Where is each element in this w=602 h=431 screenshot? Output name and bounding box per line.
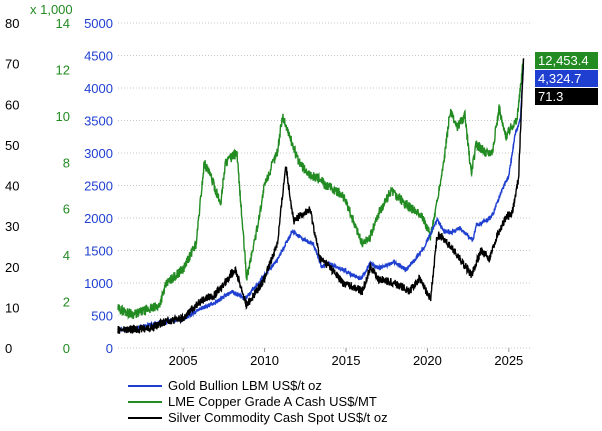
legend-swatch-copper [128, 401, 162, 403]
gold-tick-label-2000: 2000 [84, 211, 113, 226]
gold-tick-label-2500: 2500 [84, 179, 113, 194]
silver-tick-label-10: 10 [5, 300, 19, 315]
gold-tick-label-0: 0 [106, 341, 113, 356]
x-tick-label-2015: 2015 [332, 353, 361, 368]
last-value-box-gold [535, 70, 598, 87]
last-value-text-copper: 12,453.4 [538, 53, 589, 68]
x-tick-label-2005: 2005 [169, 353, 198, 368]
chart-area: 2005 2010 2015 2020 202501020304050607080024… [5, 2, 598, 368]
gridlines [118, 22, 530, 352]
copper-tick-label-0: 0 [63, 341, 70, 356]
silver-tick-label-60: 60 [5, 97, 19, 112]
last-value-box-copper [535, 52, 598, 69]
tick-labels: 2005 2010 2015 2020 202501020304050607080024… [5, 16, 523, 368]
last-value-labels: 12,453.4 4,324.7 71.3 [535, 52, 598, 105]
legend-label-copper: LME Copper Grade A Cash US$/MT [168, 394, 377, 409]
last-value-box-silver [535, 88, 598, 105]
last-value-label-gold: 4,324.7 [535, 70, 598, 87]
last-value-label-silver: 71.3 [535, 88, 598, 105]
silver-tick-label-70: 70 [5, 57, 19, 72]
gold-tick-label-1000: 1000 [84, 276, 113, 291]
gold-tick-label-3500: 3500 [84, 114, 113, 129]
gold-tick-label-500: 500 [91, 309, 113, 324]
series-line-silver [117, 58, 525, 334]
copper-tick-label-6: 6 [63, 202, 70, 217]
silver-tick-label-40: 40 [5, 179, 19, 194]
copper-tick-label-14: 14 [56, 16, 70, 31]
x-tick-label-2025: 2025 [494, 353, 523, 368]
silver-tick-label-30: 30 [5, 219, 19, 234]
silver-tick-label-20: 20 [5, 260, 19, 275]
x-tick-label-2010: 2010 [250, 353, 279, 368]
legend-swatch-silver [128, 417, 162, 419]
copper-tick-label-2: 2 [63, 295, 70, 310]
legend-label-silver: Silver Commodity Cash Spot US$/t oz [168, 410, 388, 425]
last-value-text-silver: 71.3 [538, 89, 563, 104]
silver-tick-label-80: 80 [5, 16, 19, 31]
copper-axis-unit-label: x 1,000 [30, 2, 73, 17]
silver-tick-label-50: 50 [5, 138, 19, 153]
series-line-copper [117, 58, 525, 321]
copper-tick-label-10: 10 [56, 109, 70, 124]
x-tick-label-2020: 2020 [413, 353, 442, 368]
gold-tick-label-3000: 3000 [84, 146, 113, 161]
copper-tick-label-12: 12 [56, 62, 70, 77]
copper-tick-label-8: 8 [63, 155, 70, 170]
last-value-label-copper: 12,453.4 [535, 52, 598, 69]
legend-label-gold: Gold Bullion LBM US$/t oz [168, 378, 322, 393]
series-lines [117, 58, 525, 334]
legend-swatch-gold [128, 385, 162, 387]
copper-tick-label-4: 4 [63, 248, 70, 263]
gold-tick-label-1500: 1500 [84, 244, 113, 259]
gold-tick-label-4000: 4000 [84, 81, 113, 96]
gold-tick-label-5000: 5000 [84, 16, 113, 31]
gold-tick-label-4500: 4500 [84, 49, 113, 64]
silver-tick-label-0: 0 [5, 341, 12, 356]
series-line-gold [117, 66, 525, 334]
last-value-text-gold: 4,324.7 [538, 71, 581, 86]
